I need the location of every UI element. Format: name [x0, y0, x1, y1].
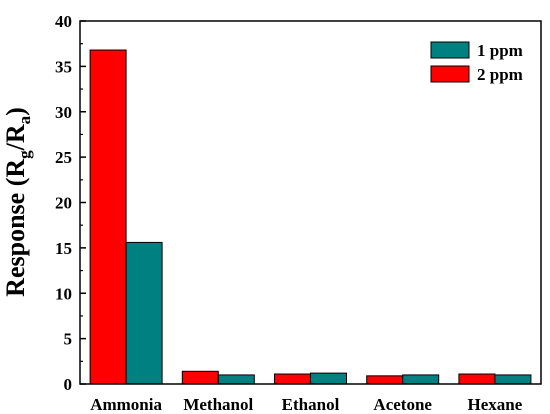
x-category-label: Ethanol — [282, 395, 340, 414]
x-axis: Ammonia Methanol Ethanol Acetone Hexane — [90, 395, 523, 414]
bar-hexane-1-ppm — [494, 374, 532, 385]
bar-methanol-2-ppm — [181, 370, 219, 385]
x-category-label: Ammonia — [90, 395, 162, 414]
bar-ethanol-1-ppm — [310, 372, 347, 385]
y-tick-label: 40 — [55, 12, 72, 31]
bar-ethanol-2-ppm — [274, 373, 311, 385]
legend-label-2-ppm: 2 ppm — [477, 65, 523, 84]
y-axis-label-sub-a: a — [15, 115, 34, 124]
x-category-label: Methanol — [183, 395, 253, 414]
y-axis-label-sub-g: g — [15, 150, 34, 159]
y-tick-label: 0 — [64, 375, 73, 394]
legend-swatch-2-ppm — [430, 65, 470, 83]
y-tick-label: 30 — [55, 103, 72, 122]
x-category-label: Acetone — [373, 395, 432, 414]
y-axis-label-end: ) — [1, 107, 30, 116]
legend: 1 ppm 2 ppm — [430, 41, 523, 84]
bars-group — [89, 49, 532, 385]
y-tick-label: 15 — [55, 239, 72, 258]
y-tick-label: 5 — [64, 330, 73, 349]
y-tick-label: 10 — [55, 284, 72, 303]
legend-swatch-1-ppm — [430, 41, 470, 59]
bar-hexane-2-ppm — [458, 373, 496, 385]
bar-ammonia-2-ppm — [89, 49, 127, 385]
bar-methanol-1-ppm — [217, 374, 255, 385]
y-tick-label: 25 — [55, 148, 72, 167]
x-category-label: Hexane — [468, 395, 523, 414]
bar-acetone-2-ppm — [366, 375, 404, 385]
y-axis: 0 5 10 15 20 25 30 35 40 — [55, 12, 86, 394]
bar-ammonia-1-ppm — [125, 241, 163, 385]
y-axis-label-main: Response (R — [1, 159, 30, 297]
legend-label-1-ppm: 1 ppm — [477, 41, 523, 60]
y-tick-label: 20 — [55, 194, 72, 213]
y-tick-label: 35 — [55, 57, 72, 76]
y-axis-label-mid: /R — [1, 124, 30, 151]
bar-acetone-1-ppm — [402, 374, 440, 385]
y-axis-label: Response (Rg/Ra) — [1, 107, 34, 297]
